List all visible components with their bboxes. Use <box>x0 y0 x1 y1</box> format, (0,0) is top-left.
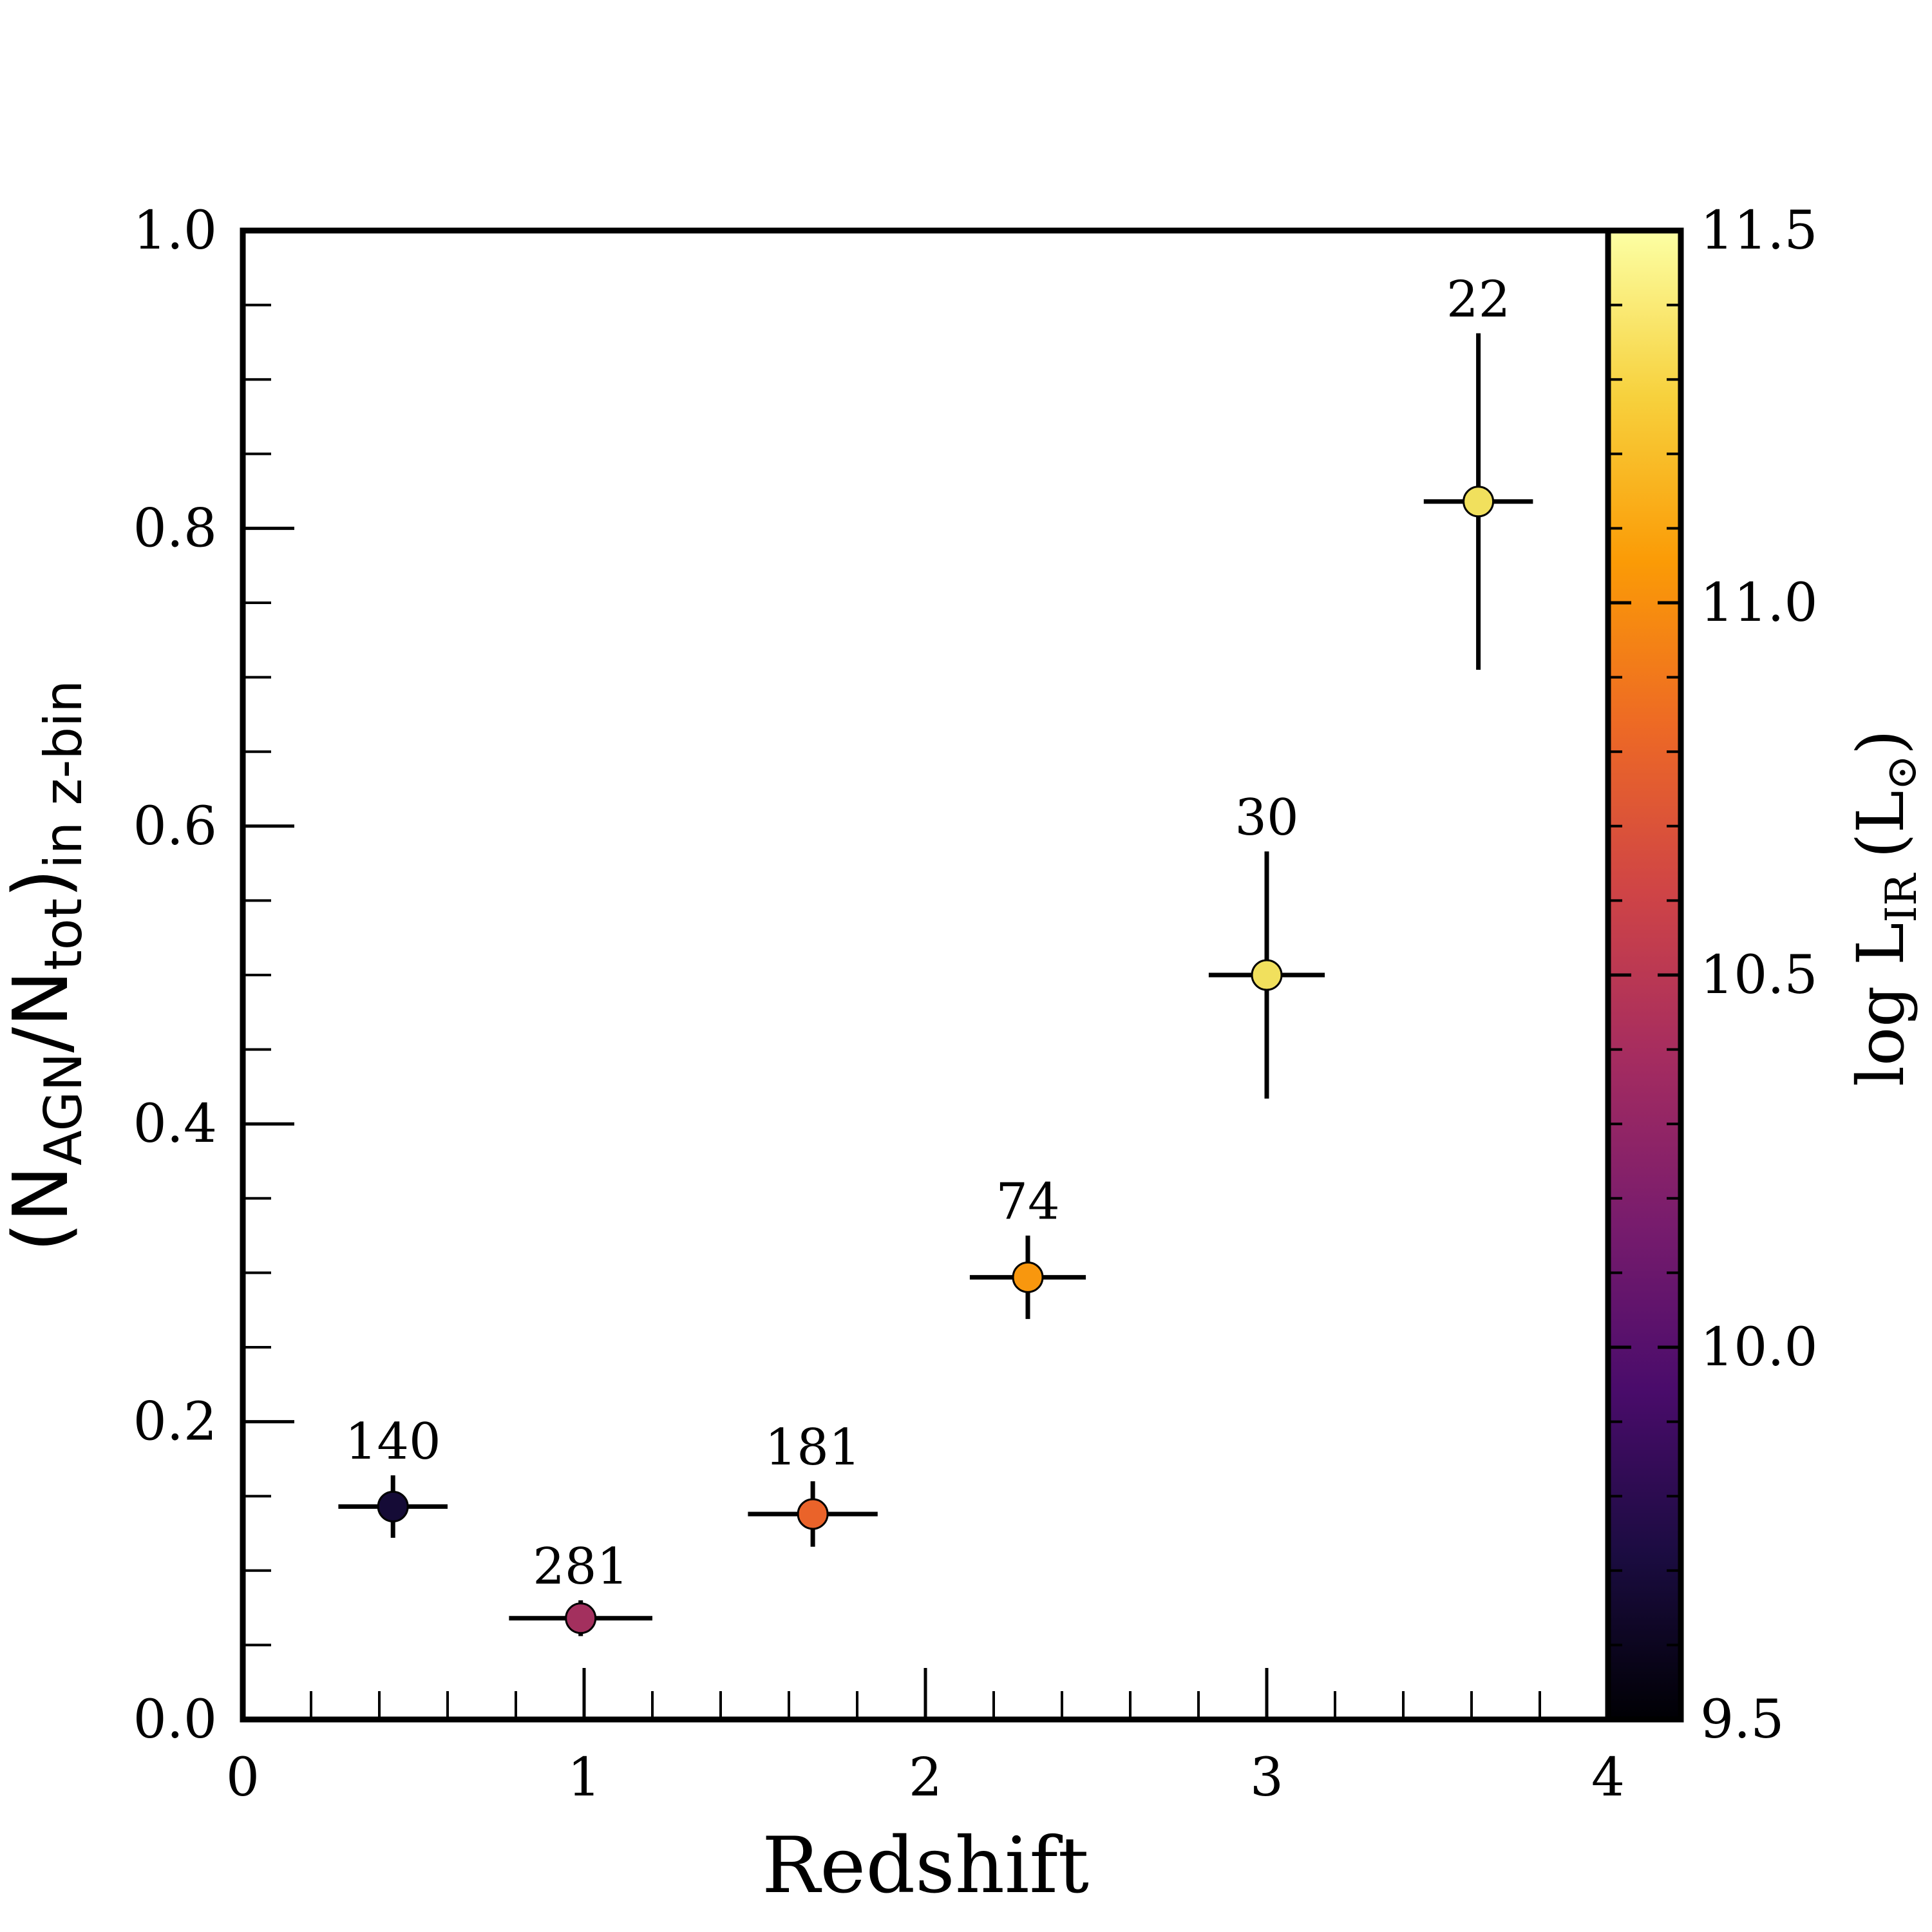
colorbar-tick-label: 10.0 <box>1700 1317 1818 1378</box>
y-tick-label: 0.6 <box>133 796 217 857</box>
colorbar-tick-label: 11.0 <box>1700 573 1818 634</box>
plot-marks: 140 281 181 74 30 22 <box>338 271 1533 1636</box>
y-tick-label: 1.0 <box>133 200 217 261</box>
y-tick-label: 0.2 <box>133 1392 217 1453</box>
x-axis-label: Redshift <box>762 1821 1089 1911</box>
y-tick-label: 0.8 <box>133 498 217 559</box>
plot-frame <box>240 227 1611 1723</box>
axes: 0 1 2 3 4 0.0 0.2 0.4 0.6 0.8 1.0 9.5 10.0 10.5 11.0 11… <box>133 200 1818 1808</box>
colorbar-tick-label: 9.5 <box>1700 1689 1784 1750</box>
data-point <box>1012 1261 1044 1293</box>
data-point <box>1251 959 1283 991</box>
count-label: 74 <box>996 1173 1059 1231</box>
colorbar-tick-label: 10.5 <box>1700 945 1818 1006</box>
data-point <box>377 1490 409 1522</box>
count-label: 22 <box>1446 271 1510 329</box>
data-point <box>797 1498 829 1530</box>
y-tick-label: 0.4 <box>133 1094 217 1155</box>
count-label: 140 <box>345 1413 441 1471</box>
y-tick-label: 0.0 <box>133 1689 217 1750</box>
y-axis-label: (NAGN/Ntot)in z-bin <box>0 680 93 1252</box>
data-point <box>565 1602 597 1634</box>
count-label: 30 <box>1235 789 1298 847</box>
colorbar-tick-label: 11.5 <box>1700 200 1818 261</box>
data-point <box>1463 486 1495 518</box>
count-label: 181 <box>765 1419 861 1477</box>
x-tick-label: 0 <box>226 1747 260 1808</box>
count-label: 281 <box>533 1538 629 1596</box>
x-tick-label: 4 <box>1591 1747 1625 1808</box>
x-tick-label: 3 <box>1250 1747 1283 1808</box>
colorbar-label: log LIR(L⊙) <box>1843 730 1926 1086</box>
x-tick-label: 1 <box>567 1747 601 1808</box>
x-tick-label: 2 <box>909 1747 942 1808</box>
